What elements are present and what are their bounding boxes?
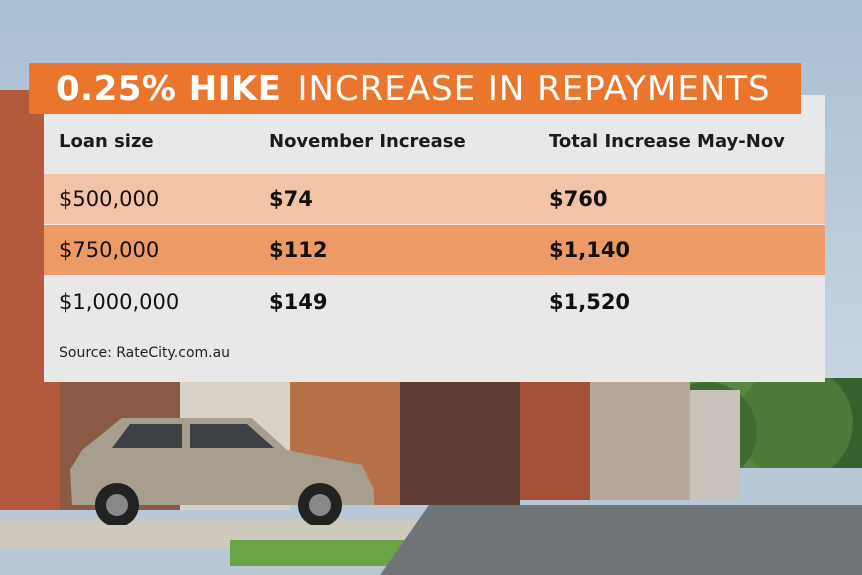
table-row: $750,000 $112 $1,140 <box>44 225 825 275</box>
header-november-increase: November Increase <box>269 131 466 152</box>
source-note: Source: RateCity.com.au <box>59 345 231 361</box>
november-increase-cell: $149 <box>269 290 328 314</box>
table-row: $1,000,000 $149 $1,520 <box>44 277 825 327</box>
car-image <box>70 418 374 525</box>
title-banner: 0.25% HIKE INCREASE IN REPAYMENTS <box>29 63 801 114</box>
november-increase-cell: $74 <box>269 187 313 211</box>
house-6 <box>520 380 590 500</box>
loan-size-cell: $500,000 <box>59 187 160 211</box>
header-total-increase: Total Increase May-Nov <box>549 131 785 152</box>
header-loan-size: Loan size <box>59 131 154 152</box>
house-8 <box>690 390 740 500</box>
title-light: INCREASE IN REPAYMENTS <box>297 68 771 109</box>
total-increase-cell: $760 <box>549 187 608 211</box>
loan-size-cell: $1,000,000 <box>59 290 180 314</box>
title-bold: 0.25% HIKE <box>56 68 282 109</box>
house-7 <box>590 380 690 500</box>
total-increase-cell: $1,140 <box>549 238 631 262</box>
table-row: $500,000 $74 $760 <box>44 174 825 224</box>
total-increase-cell: $1,520 <box>549 290 631 314</box>
house-5 <box>400 380 520 505</box>
november-increase-cell: $112 <box>269 238 328 262</box>
road <box>380 505 862 575</box>
loan-size-cell: $750,000 <box>59 238 160 262</box>
